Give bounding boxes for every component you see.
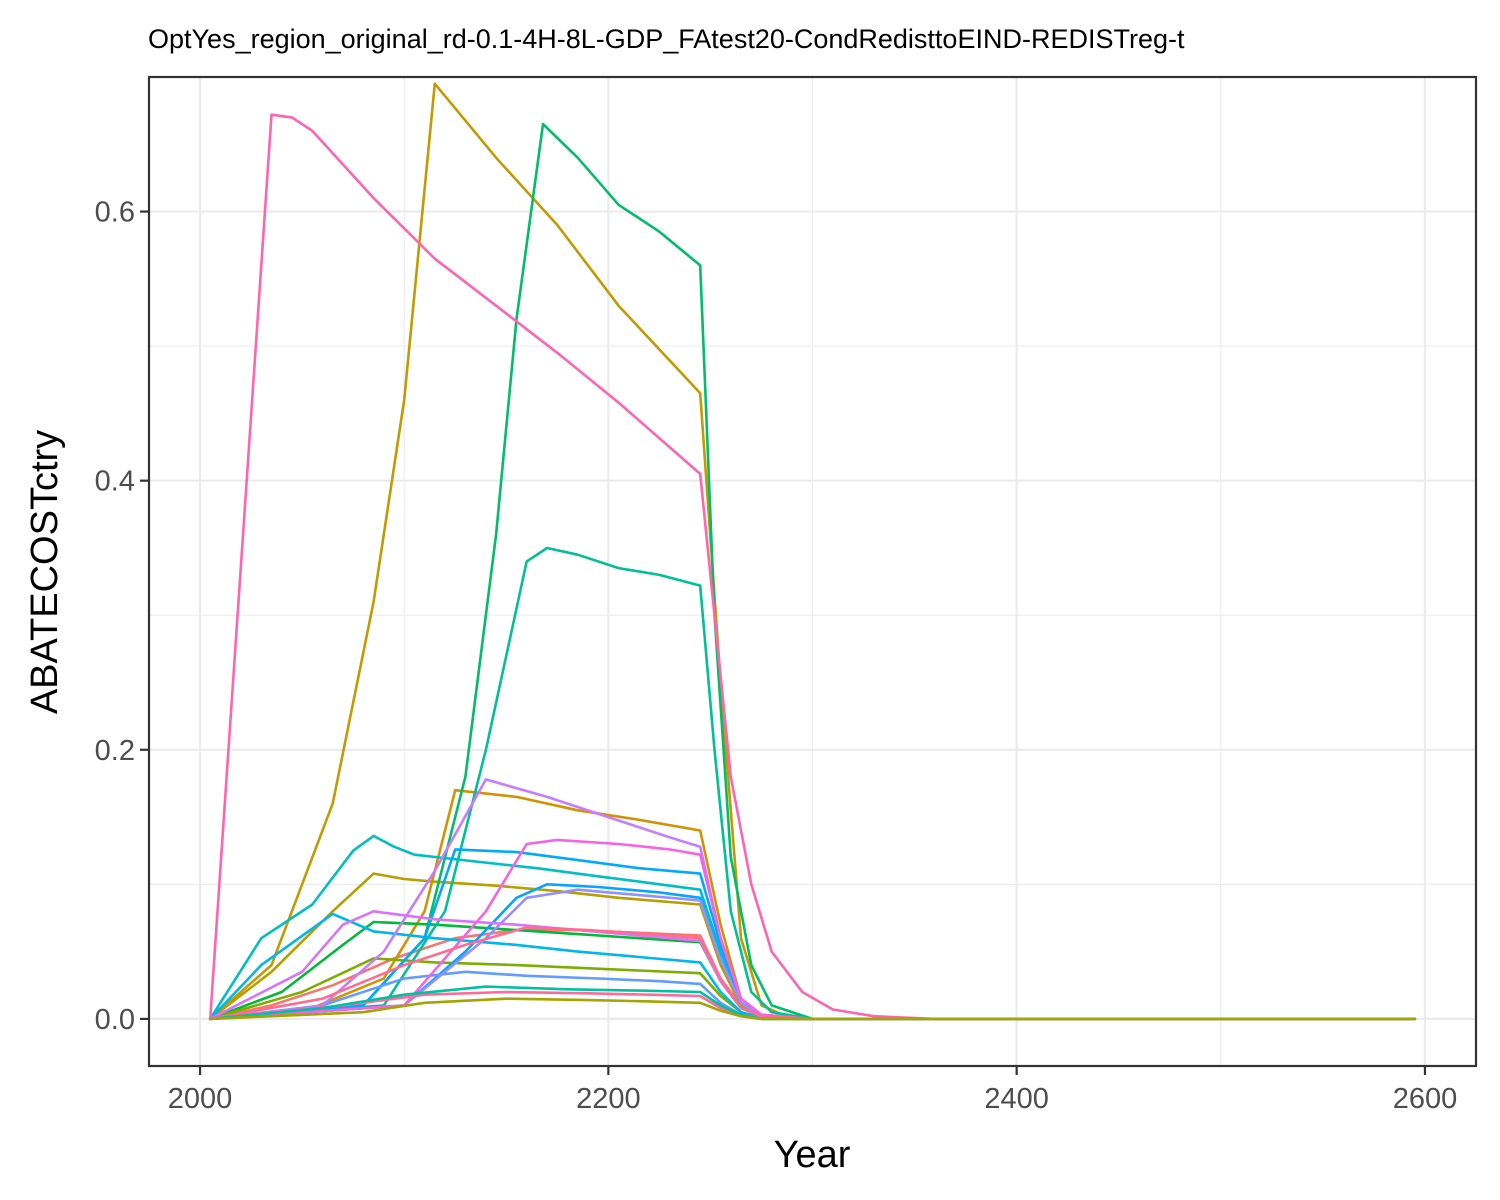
grid-minor — [149, 77, 1476, 1066]
x-tick-label: 2200 — [576, 1083, 641, 1115]
y-tick-label: 0.2 — [95, 735, 135, 767]
series-line-22 — [208, 997, 1417, 1021]
chart-title: OptYes_region_original_rd-0.1-4H-8L-GDP_… — [148, 24, 1185, 54]
x-axis-title: Year — [774, 1134, 851, 1176]
y-tick-label: 0.0 — [95, 1004, 135, 1036]
y-tick-label: 0.4 — [95, 466, 135, 498]
series-group — [208, 82, 1417, 1021]
x-tick-label: 2400 — [984, 1083, 1049, 1115]
plot-panel — [147, 75, 1478, 1068]
y-tick-label: 0.6 — [95, 197, 135, 229]
y-axis: 0.0 0.2 0.4 0.6 — [95, 197, 149, 1036]
x-tick-label: 2000 — [168, 1083, 233, 1115]
series-line-7 — [208, 122, 1417, 1021]
series-line-18 — [208, 113, 1417, 1021]
x-tick-label: 2600 — [1393, 1083, 1458, 1115]
y-axis-title: ABATECOSTctry — [24, 430, 66, 714]
panel-border — [147, 75, 1478, 1068]
x-axis: 2000 2200 2400 2600 — [168, 1066, 1457, 1115]
